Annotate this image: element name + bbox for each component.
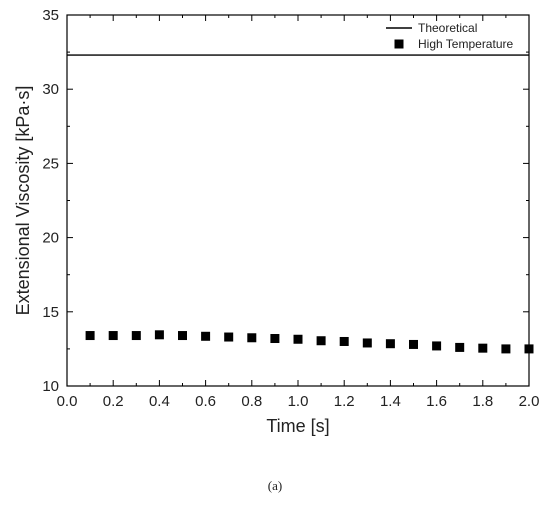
plot-marks — [67, 54, 534, 354]
y-tick-label: 30 — [42, 81, 59, 98]
figure-caption: (a) — [267, 478, 283, 493]
data-point-square — [385, 339, 395, 349]
x-tick-label: 0.6 — [195, 393, 216, 410]
x-tick-label: 0.8 — [241, 393, 262, 410]
data-point-square — [478, 343, 488, 353]
legend-label: High Temperature — [418, 37, 513, 51]
legend-label: Theoretical — [418, 21, 477, 35]
y-tick-label: 25 — [42, 155, 59, 172]
y-axis: 10 15 20 25 30 35 — [42, 7, 529, 395]
y-tick-label: 15 — [42, 304, 59, 321]
x-tick-label: 2.0 — [519, 393, 540, 410]
x-tick-label: 1.6 — [426, 393, 447, 410]
x-axis: 0.0 0.2 0.4 0.6 0.8 1.0 1.2 1.4 1.6 1.8 2.0 — [57, 15, 540, 410]
data-point-square — [108, 331, 118, 341]
data-point-square — [409, 339, 418, 349]
x-axis-title: Time [s] — [266, 416, 329, 436]
data-point-square — [455, 342, 465, 352]
y-tick-label: 10 — [42, 378, 59, 395]
data-point-square — [270, 334, 280, 344]
data-point-square — [247, 333, 257, 343]
x-tick-label: 0.0 — [57, 393, 78, 410]
data-point-square — [201, 331, 211, 341]
legend: Theoretical High Temperature — [386, 21, 513, 51]
data-point-square — [131, 331, 141, 341]
data-point-square — [339, 336, 349, 346]
y-axis-title: Extensional Viscosity [kPa·s] — [13, 86, 33, 316]
data-point-square — [362, 338, 372, 348]
x-tick-label: 1.2 — [334, 393, 355, 410]
data-point-square — [224, 332, 234, 342]
data-point-square — [432, 341, 442, 351]
y-tick-label: 20 — [42, 230, 59, 247]
data-point-square — [154, 330, 164, 340]
x-tick-label: 0.4 — [149, 393, 170, 410]
data-point-square — [178, 331, 187, 341]
data-point-square — [85, 331, 95, 341]
x-tick-label: 0.2 — [103, 393, 124, 410]
y-tick-label: 35 — [42, 7, 59, 24]
x-tick-label: 1.8 — [472, 393, 493, 410]
legend-square-swatch — [394, 39, 404, 49]
data-point-square — [316, 336, 326, 346]
data-point-square — [501, 344, 511, 354]
x-tick-label: 1.0 — [288, 393, 309, 410]
data-point-square — [293, 334, 303, 344]
x-tick-label: 1.4 — [380, 393, 401, 410]
plot-frame — [66, 14, 530, 387]
